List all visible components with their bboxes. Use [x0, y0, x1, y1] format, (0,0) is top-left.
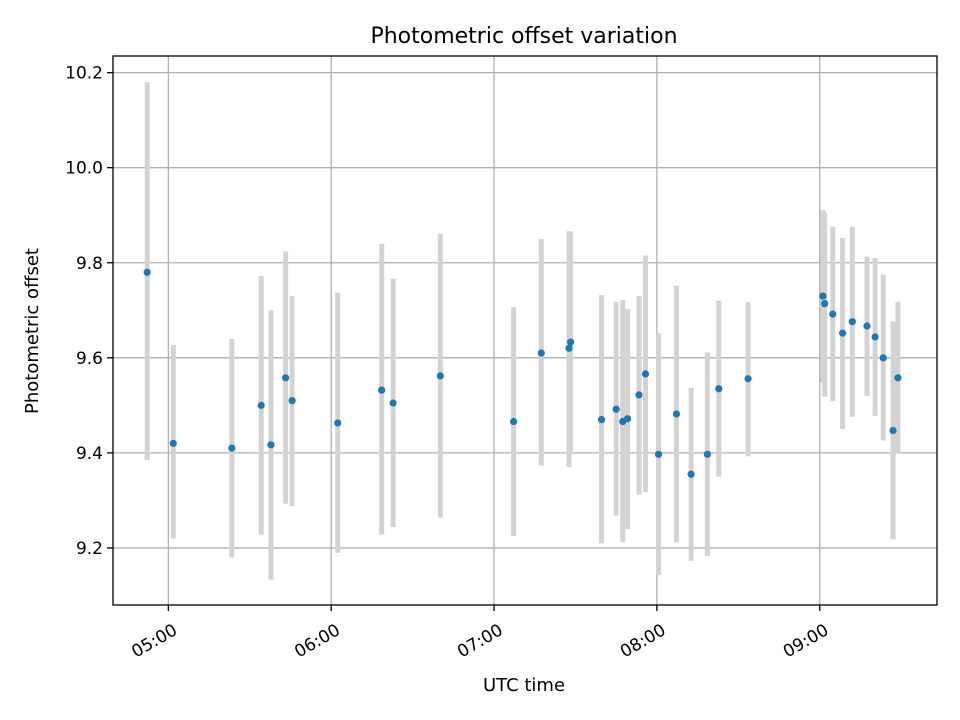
- data-point: [715, 385, 723, 393]
- data-point: [378, 386, 386, 394]
- data-point: [703, 450, 711, 458]
- x-tick-label: 07:00: [454, 620, 506, 662]
- data-point: [510, 417, 518, 426]
- y-tick-label: 9.2: [76, 539, 103, 559]
- chart-title: Photometric offset variation: [370, 24, 677, 49]
- y-tick-label: 9.4: [76, 444, 103, 464]
- data-point: [848, 318, 856, 326]
- y-tick-label: 9.6: [76, 349, 103, 369]
- data-point: [687, 470, 695, 478]
- data-point: [744, 375, 752, 383]
- data-point: [863, 322, 871, 330]
- plot-frame: [112, 55, 938, 606]
- data-point: [565, 344, 573, 352]
- data-point: [889, 426, 897, 435]
- y-axis-label: Photometric offset: [22, 248, 43, 414]
- data-point: [612, 405, 620, 413]
- data-point: [635, 391, 643, 399]
- data-point: [829, 310, 837, 318]
- data-point: [894, 374, 902, 382]
- data-point: [838, 329, 847, 337]
- x-tick-label: 09:00: [780, 620, 832, 662]
- point-layer: [143, 268, 902, 478]
- data-point: [334, 419, 342, 427]
- data-point: [257, 401, 265, 409]
- data-point: [819, 292, 827, 300]
- data-point: [672, 410, 681, 418]
- x-tick-label: 06:00: [291, 620, 343, 662]
- data-point: [597, 416, 606, 424]
- data-point: [228, 444, 236, 452]
- errorbar-layer: [144, 82, 901, 580]
- x-axis-label: UTC time: [483, 675, 565, 696]
- data-point: [143, 268, 151, 276]
- data-point: [288, 397, 296, 405]
- data-point: [169, 439, 177, 447]
- data-point: [623, 415, 632, 423]
- data-point: [641, 370, 650, 378]
- data-point: [282, 374, 290, 382]
- tick-layer: 05:00 06:00 07:00 08:00 09:00 9.2 9.4 9.6 9.8 10.…: [65, 64, 832, 663]
- data-point: [566, 338, 575, 346]
- data-point: [267, 441, 275, 449]
- grid-layer: [113, 56, 937, 605]
- data-point: [436, 372, 444, 380]
- data-point: [879, 354, 887, 362]
- y-tick-label: 9.8: [76, 254, 103, 274]
- x-tick-label: 08:00: [617, 620, 669, 662]
- x-tick-label: 05:00: [128, 620, 180, 662]
- data-point: [389, 399, 397, 407]
- data-point: [821, 300, 829, 308]
- data-point: [537, 349, 545, 357]
- data-point: [871, 333, 879, 341]
- y-tick-label: 10.2: [65, 64, 103, 84]
- data-point: [654, 450, 663, 458]
- y-tick-label: 10.0: [65, 159, 103, 179]
